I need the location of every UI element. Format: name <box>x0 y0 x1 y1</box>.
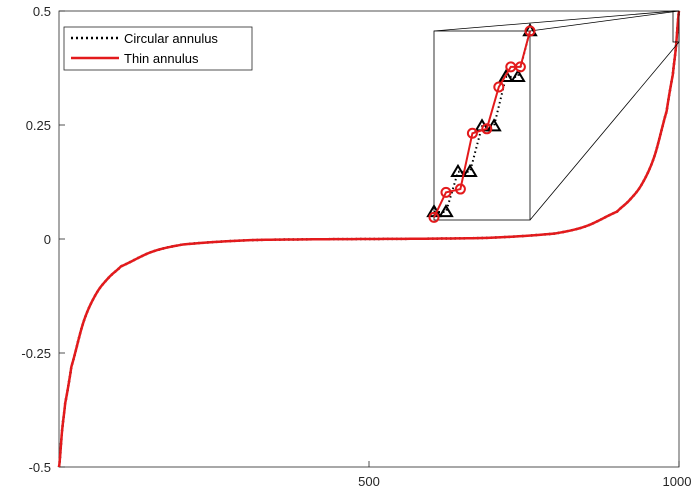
legend: Circular annulus Thin annulus <box>63 26 253 71</box>
x-tick-labels: 500 1000 <box>358 474 691 489</box>
inset-marker-thin-annulus <box>481 123 493 135</box>
inset-marker-circular-annulus <box>498 68 514 83</box>
series-line-thin-annulus <box>57 10 681 468</box>
inset-marker-thin-annulus <box>493 81 505 93</box>
legend-box <box>63 26 253 71</box>
y-tick-label: 0.25 <box>26 118 51 133</box>
legend-label-circular-annulus: Circular annulus <box>124 31 218 46</box>
inset-marker-thin-annulus <box>440 186 452 198</box>
inset-marker-thin-annulus <box>454 183 466 195</box>
y-tick-labels: 0.5 0.25 0 -0.25 -0.5 <box>21 4 51 475</box>
axis-ticks <box>59 10 680 468</box>
inset-marker-thin-annulus <box>428 211 440 223</box>
y-tick-label: -0.25 <box>21 346 51 361</box>
inset-marker-thin-annulus <box>514 61 526 73</box>
zoom-connectors <box>433 10 680 221</box>
x-tick-label: 1000 <box>663 474 692 489</box>
legend-label-thin-annulus: Thin annulus <box>124 51 199 66</box>
x-tick-label: 500 <box>358 474 380 489</box>
inset-marker-circular-annulus <box>462 163 478 178</box>
y-tick-label: 0.5 <box>33 4 51 19</box>
y-tick-label: 0 <box>44 232 51 247</box>
inset-marker-circular-annulus <box>438 203 454 218</box>
y-tick-label: -0.5 <box>29 460 51 475</box>
inset-marker-circular-annulus <box>510 68 526 83</box>
inset-marker-thin-annulus <box>524 25 536 37</box>
inset-marker-circular-annulus <box>450 163 466 178</box>
inset-marker-thin-annulus <box>466 127 478 139</box>
inset-series <box>426 23 538 223</box>
